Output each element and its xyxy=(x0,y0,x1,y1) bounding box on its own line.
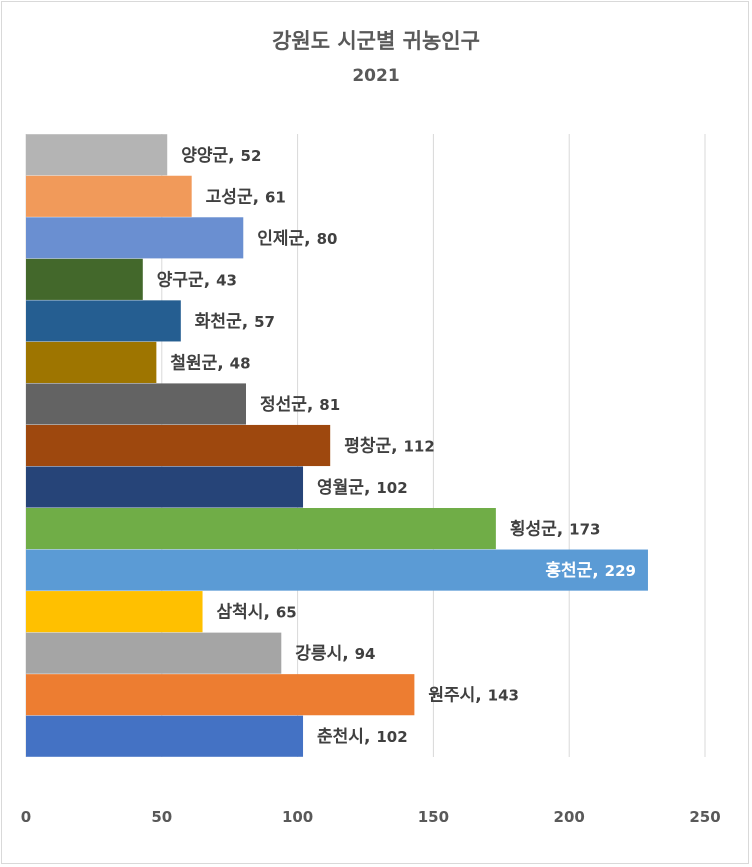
bar xyxy=(26,383,246,425)
x-tick-label: 100 xyxy=(282,808,313,826)
bar xyxy=(26,134,168,176)
x-tick-label: 200 xyxy=(554,808,585,826)
bar xyxy=(26,424,331,467)
bar xyxy=(26,217,244,259)
data-label: 화천군, 57 xyxy=(195,312,275,332)
bar xyxy=(26,300,181,342)
chart-subtitle: 2021 xyxy=(352,66,399,86)
x-tick-label: 150 xyxy=(418,808,449,826)
data-label: 홍천군, 229 xyxy=(545,560,636,581)
data-label: 철원군, 48 xyxy=(170,353,250,373)
data-label: 평창군, 112 xyxy=(344,437,435,457)
bar xyxy=(26,508,496,550)
data-label: 강릉시, 94 xyxy=(295,644,375,664)
data-label: 정선군, 81 xyxy=(260,395,340,415)
bar xyxy=(26,258,143,300)
data-label: 영월군, 102 xyxy=(317,478,408,498)
data-label: 인제군, 80 xyxy=(257,229,337,249)
x-tick-labels: 0 50 100 150 200 250 xyxy=(21,808,721,826)
data-label: 삼척시, 65 xyxy=(217,603,297,623)
data-label: 고성군, 61 xyxy=(206,187,286,207)
data-label: 양구군, 43 xyxy=(157,270,237,290)
data-label: 횡성군, 173 xyxy=(510,520,601,540)
bar xyxy=(26,632,282,674)
x-tick-label: 250 xyxy=(689,808,720,826)
x-tick-label: 50 xyxy=(151,808,172,826)
bar xyxy=(26,591,203,633)
data-label: 원주시, 143 xyxy=(428,686,519,706)
bar xyxy=(26,341,157,383)
x-tick-label: 0 xyxy=(21,808,31,826)
bar xyxy=(26,674,415,716)
chart-title: 강원도 시군별 귀농인구 xyxy=(272,29,480,53)
bar xyxy=(26,549,648,591)
bar xyxy=(26,466,304,508)
bars xyxy=(26,134,648,757)
bar xyxy=(26,715,304,757)
data-labels: 양양군, 52 고성군, 61 인제군, 80 양구군, 43 화천군, 57 철원군, … xyxy=(157,146,636,747)
data-label: 춘천시, 102 xyxy=(317,727,408,747)
bar xyxy=(26,175,192,217)
data-label: 양양군, 52 xyxy=(181,146,261,166)
